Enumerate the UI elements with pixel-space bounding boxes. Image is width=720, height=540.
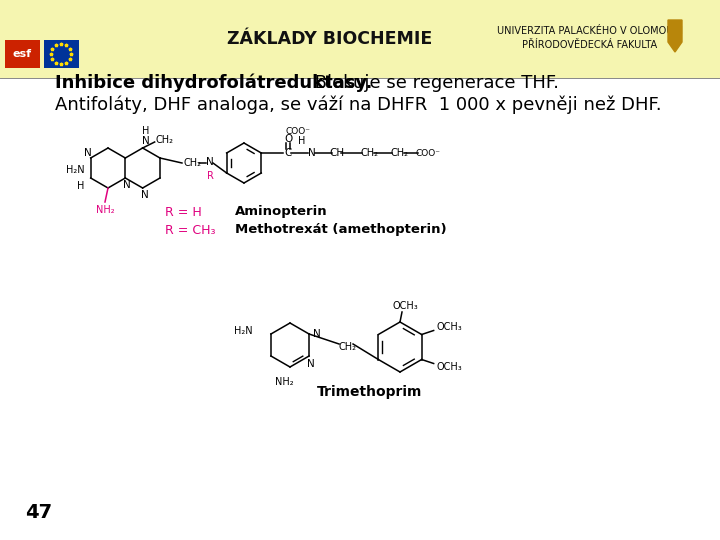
Text: H: H bbox=[77, 181, 84, 191]
Text: R: R bbox=[207, 171, 213, 181]
Text: N: N bbox=[206, 157, 214, 167]
Text: N: N bbox=[84, 148, 91, 158]
Text: NH₂: NH₂ bbox=[275, 377, 293, 387]
Bar bbox=[5, 40, 40, 68]
Text: CH₂: CH₂ bbox=[184, 158, 202, 168]
Text: N: N bbox=[313, 329, 321, 339]
Polygon shape bbox=[668, 20, 682, 52]
Text: N: N bbox=[141, 190, 148, 200]
Text: 47: 47 bbox=[25, 503, 52, 522]
Text: Inhibice dihydrofolátreduktasy.: Inhibice dihydrofolátreduktasy. bbox=[55, 74, 372, 92]
Bar bbox=[44, 40, 79, 68]
Text: CH: CH bbox=[330, 148, 345, 158]
Text: H₂N: H₂N bbox=[234, 326, 253, 336]
Text: H: H bbox=[297, 136, 305, 146]
Text: Antifoláty, DHF analoga, se váží na DHFR  1 000 x pevněji než DHF.: Antifoláty, DHF analoga, se váží na DHFR… bbox=[55, 96, 662, 114]
Text: esf: esf bbox=[12, 49, 32, 59]
Text: COO⁻: COO⁻ bbox=[415, 148, 441, 158]
Text: N: N bbox=[307, 359, 315, 369]
Text: ZÁKLADY BIOCHEMIE: ZÁKLADY BIOCHEMIE bbox=[228, 30, 433, 48]
Text: R = CH₃: R = CH₃ bbox=[165, 224, 215, 237]
Text: UNIVERZITA PALACKÉHO V OLOMOUCI: UNIVERZITA PALACKÉHO V OLOMOUCI bbox=[497, 26, 683, 36]
Text: OCH₃: OCH₃ bbox=[437, 362, 462, 373]
Text: OCH₃: OCH₃ bbox=[392, 301, 418, 311]
Text: PŘÍRODOVĚDECKÁ FAKULTA: PŘÍRODOVĚDECKÁ FAKULTA bbox=[523, 40, 657, 50]
Text: O: O bbox=[284, 134, 292, 144]
Text: Trimethoprim: Trimethoprim bbox=[318, 385, 423, 399]
Text: N: N bbox=[123, 180, 131, 190]
Text: Blokuje se regenerace THF.: Blokuje se regenerace THF. bbox=[309, 74, 559, 92]
Text: Methotrexát (amethopterin): Methotrexát (amethopterin) bbox=[235, 224, 446, 237]
Text: C: C bbox=[284, 148, 292, 158]
Text: H₂N: H₂N bbox=[66, 165, 85, 175]
Text: CH₂: CH₂ bbox=[156, 135, 174, 145]
Text: N: N bbox=[142, 136, 150, 146]
Bar bbox=[0, 0, 720, 78]
Text: N: N bbox=[308, 148, 316, 158]
Bar bbox=[0, 0, 720, 78]
Text: NH₂: NH₂ bbox=[96, 205, 114, 215]
Text: CH₂: CH₂ bbox=[360, 148, 378, 158]
Text: COO⁻: COO⁻ bbox=[286, 126, 311, 136]
Text: CH₂: CH₂ bbox=[338, 342, 356, 352]
Text: H: H bbox=[142, 126, 149, 136]
Text: CH₂: CH₂ bbox=[390, 148, 408, 158]
Text: Aminopterin: Aminopterin bbox=[235, 206, 328, 219]
Text: R = H: R = H bbox=[165, 206, 202, 219]
Text: OCH₃: OCH₃ bbox=[437, 321, 462, 332]
